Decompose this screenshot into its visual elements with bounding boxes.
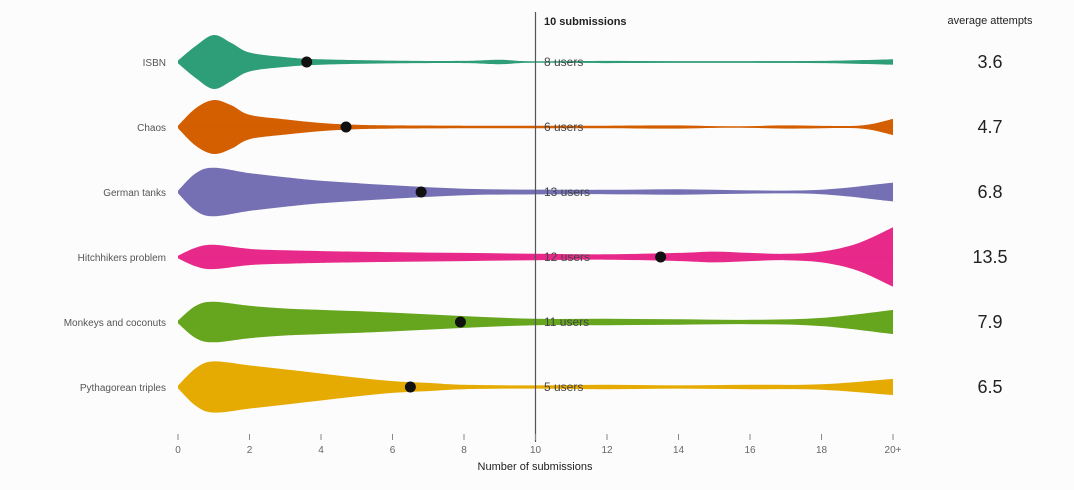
x-tick-label: 6	[390, 445, 396, 456]
mean-dot-hitchhikers-problem	[655, 251, 667, 263]
mean-dot-isbn	[301, 56, 313, 68]
average-attempts-value: 3.6	[977, 52, 1002, 72]
x-tick-label: 10	[530, 445, 542, 456]
mean-dot-chaos	[340, 121, 352, 133]
x-tick-label: 16	[744, 445, 756, 456]
category-label: Pythagorean triples	[80, 383, 166, 394]
category-label: Hitchhikers problem	[78, 253, 166, 264]
average-attempts-value: 7.9	[977, 312, 1002, 332]
average-attempts-value: 6.8	[977, 182, 1002, 202]
x-tick-label: 8	[461, 445, 467, 456]
users-count-label: 12 users	[544, 250, 590, 264]
x-tick-label: 4	[318, 445, 324, 456]
category-label: ISBN	[143, 58, 166, 69]
x-axis: 0 2 4 6 8 10 12 14 16 18 20+	[175, 434, 902, 456]
users-count-label: 5 users	[544, 380, 583, 394]
reference-line-label: 10 submissions	[544, 16, 627, 28]
x-tick-label: 2	[247, 445, 253, 456]
average-attempts-header: average attempts	[948, 15, 1033, 27]
category-label: German tanks	[103, 188, 166, 199]
labels-layer: ISBN 8 users 3.6 Chaos 6 users 4.7 German tank…	[64, 52, 1008, 397]
average-attempts-value: 13.5	[972, 247, 1007, 267]
x-tick-label: 14	[673, 445, 685, 456]
mean-dot-german-tanks	[415, 186, 427, 198]
x-tick-label: 0	[175, 445, 181, 456]
category-label: Monkeys and coconuts	[64, 318, 166, 329]
average-attempts-value: 6.5	[977, 377, 1002, 397]
mean-dot-monkeys-and-coconuts	[454, 316, 466, 328]
users-count-label: 8 users	[544, 55, 583, 69]
mean-dot-pythagorean-triples	[404, 381, 416, 393]
users-count-label: 13 users	[544, 185, 590, 199]
average-attempts-value: 4.7	[977, 117, 1002, 137]
x-tick-label: 12	[601, 445, 613, 456]
x-tick-label: 18	[816, 445, 828, 456]
users-count-label: 11 users	[544, 315, 589, 329]
x-tick-label: 20+	[885, 445, 902, 456]
category-label: Chaos	[137, 123, 166, 134]
x-axis-title: Number of submissions	[478, 461, 593, 473]
users-count-label: 6 users	[544, 120, 583, 134]
